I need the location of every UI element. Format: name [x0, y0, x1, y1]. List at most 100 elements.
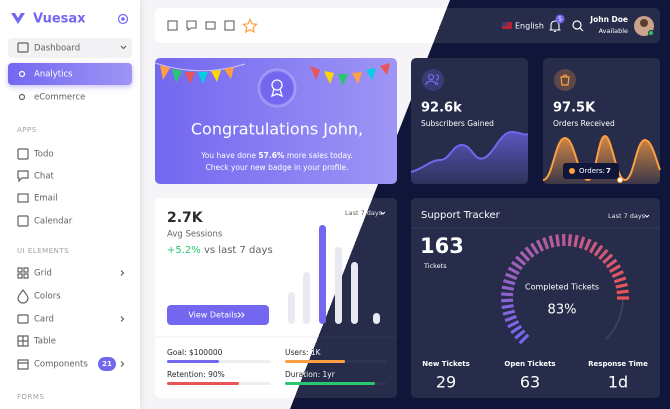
card-title: Support Tracker	[421, 210, 501, 221]
gauge-dash	[501, 292, 514, 297]
progress-bar	[285, 382, 375, 385]
stat-value: 63	[520, 373, 540, 392]
award-icon	[271, 79, 283, 91]
text: more sales today.	[287, 151, 353, 160]
bunting	[160, 63, 390, 86]
goal-label: Retention: 90%	[167, 370, 225, 379]
tickets-value: 163	[420, 234, 464, 258]
nav-item-bg[interactable]	[8, 38, 132, 58]
range-dropdown[interactable]: Last 7 days	[608, 212, 646, 220]
icon	[17, 335, 29, 347]
bookmark-email[interactable]	[205, 21, 216, 30]
nav-item[interactable]: eCommerce	[34, 93, 85, 103]
bar-chart	[288, 225, 380, 324]
range-dropdown[interactable]: Last 7 days	[345, 209, 383, 217]
nav-item[interactable]: Calendar	[34, 217, 73, 227]
bookmark-chat[interactable]	[186, 20, 197, 32]
bar	[288, 292, 295, 324]
search-handle	[579, 27, 584, 32]
progress-bar	[167, 382, 239, 385]
flag	[310, 66, 320, 80]
nav-item[interactable]: Email	[34, 194, 58, 204]
card-bg	[411, 198, 660, 398]
congrats-text: You have done 57.6% more sales today.	[200, 151, 353, 160]
nav-item[interactable]: Todo	[33, 150, 54, 160]
session-label: Avg Sessions	[167, 230, 223, 240]
award-ribbon	[271, 88, 283, 98]
tooltip-value: 7	[606, 167, 611, 175]
nav-item[interactable]: Analytics	[34, 70, 73, 80]
gauge-dash	[573, 234, 579, 248]
bookmark-todo[interactable]	[167, 20, 178, 31]
icon-bg	[554, 69, 576, 91]
gauge-dash	[598, 248, 609, 261]
icon	[17, 193, 29, 203]
bookmarks	[167, 20, 235, 32]
nav-item[interactable]: Dashboard	[34, 44, 80, 54]
nav-item[interactable]: Table	[33, 337, 56, 347]
navbar: English 5 John Doe Available	[155, 8, 660, 43]
hover-point	[617, 177, 623, 183]
chevron	[644, 214, 650, 218]
collapse-toggle[interactable]	[117, 13, 129, 25]
gauge-dash	[609, 264, 622, 274]
stat-label: Orders Received	[553, 119, 615, 128]
gauge-dash	[555, 234, 560, 247]
icon	[17, 148, 29, 160]
logo	[11, 13, 25, 24]
goal-label: Duration: 1yr	[285, 370, 336, 379]
nav-item[interactable]: Colors	[34, 292, 61, 302]
gauge-dash	[515, 255, 527, 266]
tooltip	[563, 163, 619, 179]
sessions-card: 2.7K Avg Sessions +5.2% vs last 7 days L…	[155, 198, 397, 398]
stat-label: Open Tickets	[504, 360, 555, 368]
star-icon[interactable]	[242, 18, 258, 34]
session-change: +5.2% vs last 7 days	[167, 245, 273, 256]
flag	[185, 72, 195, 84]
gauge-dash	[507, 266, 520, 276]
goal-label: Goal: $100000	[167, 348, 223, 357]
stat-label: Subscribers Gained	[421, 119, 494, 128]
gauge-dash	[511, 260, 523, 271]
area-line	[410, 130, 529, 173]
icon	[17, 215, 29, 227]
language[interactable]: English	[515, 22, 544, 31]
stat-value: 97.5K	[553, 101, 596, 116]
award-badge	[257, 68, 297, 108]
view-details-button[interactable]	[167, 305, 269, 325]
highlight: 57.6%	[258, 151, 285, 160]
gauge-dash	[505, 272, 518, 281]
icon	[17, 314, 29, 324]
flag	[380, 63, 390, 75]
icon	[17, 289, 29, 304]
change: +5.2%	[167, 245, 201, 256]
gauge-dash	[502, 279, 516, 286]
gauge-dash	[605, 258, 618, 269]
icon	[17, 359, 29, 370]
search-icon[interactable]	[572, 20, 582, 30]
gauge-dash	[504, 314, 517, 323]
nav-item[interactable]: Card	[34, 315, 54, 325]
gauge-dash	[567, 234, 573, 247]
nav-item[interactable]: Chat	[34, 172, 55, 182]
tooltip-label: Orders:	[579, 167, 605, 175]
nav-item[interactable]: Components	[34, 360, 88, 370]
icon	[17, 42, 29, 53]
bookmark-calendar[interactable]	[224, 20, 235, 31]
flag	[224, 67, 234, 79]
notification-count: 5	[558, 16, 562, 23]
gauge-dash	[611, 270, 624, 279]
gauge-dash	[501, 304, 514, 310]
chevron	[120, 45, 127, 50]
users-icon	[427, 73, 435, 81]
change-text: vs last 7 days	[204, 245, 273, 256]
button-label: View Details	[188, 311, 237, 320]
text: You have done	[200, 151, 256, 160]
icon-bg	[422, 69, 444, 91]
gauge-dash	[501, 285, 515, 291]
card-bg	[155, 198, 397, 398]
nav-item[interactable]: Grid	[34, 269, 52, 279]
nav-item-active-bg[interactable]	[8, 63, 132, 85]
gauge-dash	[507, 319, 520, 329]
user-status: Available	[599, 27, 628, 35]
